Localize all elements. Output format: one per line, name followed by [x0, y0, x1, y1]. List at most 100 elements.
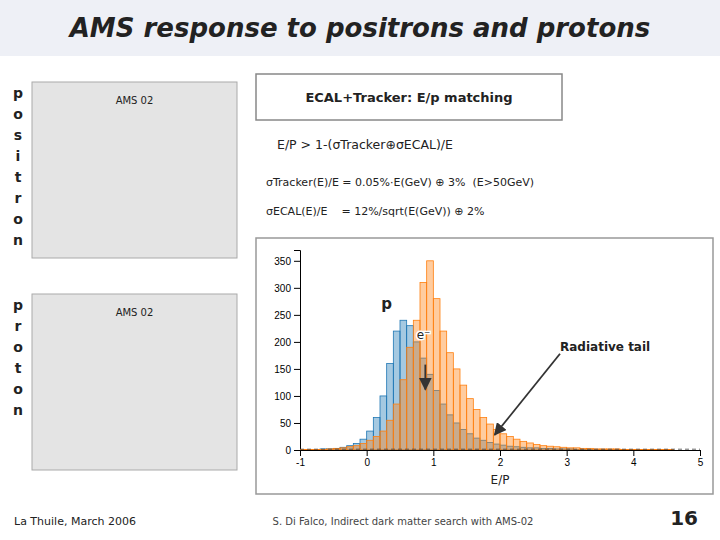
tick: 100 [274, 391, 300, 402]
tick: -1 [296, 450, 305, 468]
tick: 3 [564, 450, 570, 468]
tick: 350 [274, 256, 300, 267]
annotations: pe⁻Radiative tail [381, 295, 650, 435]
side-label-letter: o [13, 211, 23, 227]
box-text: ECAL+Tracker: E/p matching [305, 90, 512, 105]
tick-label: -1 [296, 457, 305, 468]
annotation-arrow [495, 354, 560, 435]
histogram-bar [447, 353, 454, 450]
tick-label: 1 [431, 457, 437, 468]
series [300, 320, 673, 450]
formula: σTracker(E)/E = 0.05%·E(GeV) ⊕ 3% (E>50G… [266, 176, 534, 189]
image-placeholder [32, 294, 237, 470]
title: AMS response to positrons and protons [68, 13, 651, 43]
x-axis-title: E/P [491, 473, 510, 487]
tick-mark [633, 450, 634, 456]
histogram-bar [507, 436, 514, 450]
page: AMS response to positrons and protons p o s… [0, 0, 720, 540]
histogram-bar [340, 447, 347, 450]
tick-label: 250 [274, 310, 291, 321]
histogram-bar [440, 331, 447, 450]
histogram-bar [380, 396, 387, 450]
tick-mark [294, 342, 300, 343]
plot-area [300, 261, 700, 450]
side-label-letter: n [13, 232, 23, 248]
tick: 2 [498, 450, 504, 468]
annotation: e⁻ [417, 328, 431, 342]
footer-text: S. Di Falco, Indirect dark matter search… [273, 516, 534, 527]
histogram-bar [400, 380, 407, 450]
histogram-bar [487, 424, 494, 450]
tick-label: 200 [274, 337, 291, 348]
formula: σECAL(E)/E = 12%/sqrt(E(GeV)) ⊕ 2% [266, 205, 484, 218]
histogram-bar [427, 261, 434, 450]
tick: 150 [274, 364, 300, 375]
tick: 4 [631, 450, 637, 468]
tick-label: 3 [564, 457, 570, 468]
tick: 50 [280, 418, 300, 429]
histogram-bar [473, 409, 480, 450]
tick-label: 5 [698, 457, 704, 468]
tick-mark [294, 423, 300, 424]
histogram-bar [393, 404, 400, 450]
side-label-letter: o [13, 381, 23, 397]
histogram-bar [380, 431, 387, 450]
tick-mark [294, 369, 300, 370]
tick: 250 [274, 310, 300, 321]
axis-line [301, 451, 701, 457]
histogram-bar [367, 431, 374, 450]
histogram-bar [480, 418, 487, 450]
histogram-bar [467, 399, 474, 450]
tick-mark [433, 450, 434, 456]
tick-label: 100 [274, 391, 291, 402]
tick: 0 [285, 445, 300, 456]
histogram-bar [433, 299, 440, 450]
histogram-bar [407, 347, 414, 450]
side-label-letter: n [13, 402, 23, 418]
tick: 0 [364, 450, 370, 468]
tick-mark [567, 450, 568, 456]
side-label-letter: o [13, 339, 23, 355]
tick-mark [294, 396, 300, 397]
side-label-letter: r [15, 190, 22, 206]
series [300, 261, 673, 450]
title-bar [0, 0, 720, 56]
tick-mark [294, 288, 300, 289]
side-label-letter: t [15, 360, 22, 376]
side-label-letter: r [15, 318, 22, 334]
tick: 200 [274, 337, 300, 348]
histogram-bar [560, 447, 567, 450]
histogram-bar [420, 282, 427, 450]
tick-label: 4 [631, 457, 637, 468]
side-label-letter: p [13, 85, 23, 101]
side-label-letter: p [13, 297, 23, 313]
info-box [256, 74, 562, 120]
side-label-letter: s [14, 127, 22, 143]
histogram-bar [453, 369, 460, 450]
tick-mark [294, 450, 300, 451]
histogram-bar [367, 440, 374, 450]
tick-mark [500, 450, 501, 456]
side-label-letter: t [15, 169, 22, 185]
histogram-bar [373, 418, 380, 450]
histogram-bar [387, 420, 394, 450]
histogram-bar [513, 439, 520, 450]
annotation: p [381, 295, 392, 313]
histogram-bar [373, 436, 380, 450]
histogram-bar [360, 439, 367, 450]
histogram-bar [500, 434, 507, 450]
tick-mark [367, 450, 368, 456]
y-axis: 0 50 100 150 200 250 300 350 [274, 251, 300, 456]
tick: 1 [431, 450, 437, 468]
image-label: AMS 02 [116, 95, 154, 106]
footer-text: La Thuile, March 2006 [14, 515, 136, 528]
histogram-bar [387, 364, 394, 450]
annotation-arrow [424, 365, 426, 390]
histogram-bar [407, 326, 414, 450]
side-label: proton [13, 297, 23, 418]
tick: 300 [274, 283, 300, 294]
tick-mark [294, 261, 300, 262]
tick-label: 0 [364, 457, 370, 468]
tick-label: 2 [498, 457, 504, 468]
side-label-letter: i [16, 148, 21, 164]
